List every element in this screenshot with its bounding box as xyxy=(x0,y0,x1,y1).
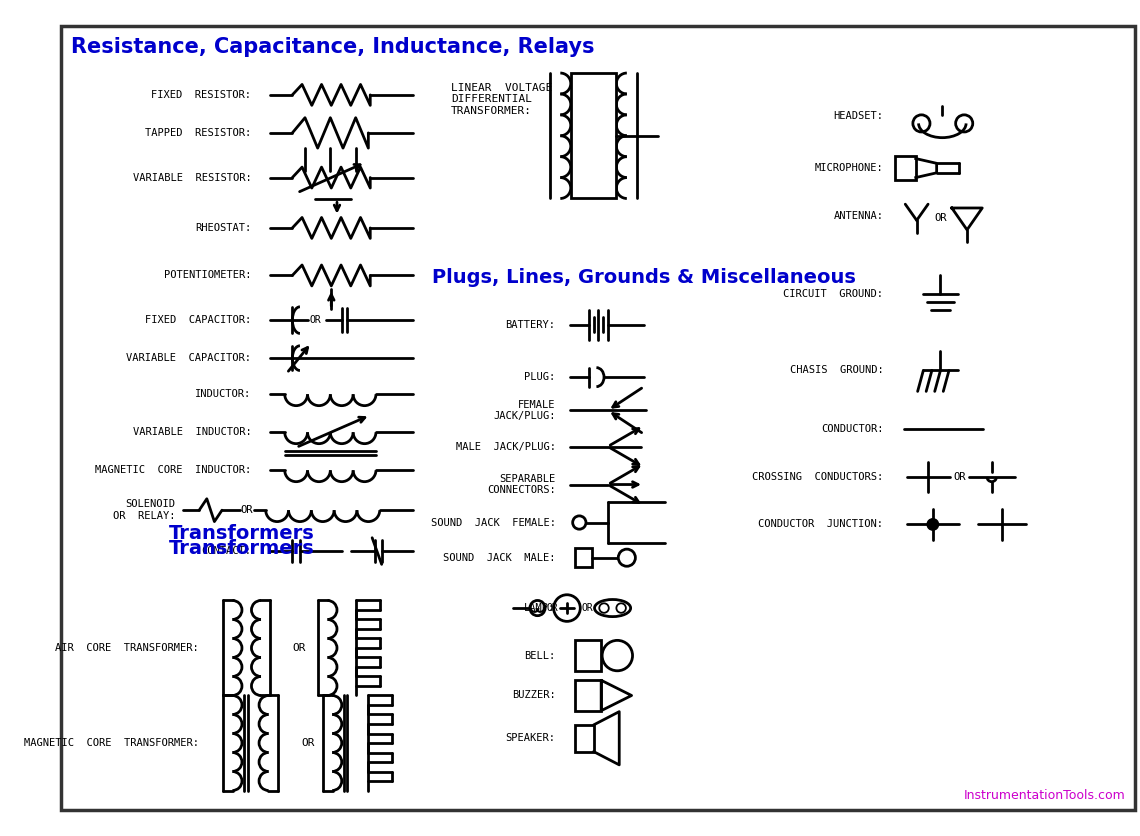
Text: INDUCTOR:: INDUCTOR: xyxy=(195,390,252,400)
Text: MICROPHONE:: MICROPHONE: xyxy=(815,163,884,173)
Text: Plugs, Lines, Grounds & Miscellaneous: Plugs, Lines, Grounds & Miscellaneous xyxy=(432,268,856,287)
Text: BUZZER:: BUZZER: xyxy=(512,691,555,701)
Text: SOUND  JACK  FEMALE:: SOUND JACK FEMALE: xyxy=(431,517,555,528)
Text: MAGNETIC  CORE  INDUCTOR:: MAGNETIC CORE INDUCTOR: xyxy=(96,466,252,476)
Text: OR: OR xyxy=(934,213,946,223)
Text: VARIABLE  RESISTOR:: VARIABLE RESISTOR: xyxy=(132,172,252,182)
Text: HEADSET:: HEADSET: xyxy=(833,111,884,121)
Text: OR: OR xyxy=(302,738,316,748)
Bar xyxy=(895,155,915,181)
Text: CONTACT:: CONTACT: xyxy=(202,546,252,556)
Text: CONDUCTOR  JUNCTION:: CONDUCTOR JUNCTION: xyxy=(758,519,884,529)
Text: BATTERY:: BATTERY: xyxy=(505,320,555,330)
Bar xyxy=(571,73,617,198)
Text: Transformers: Transformers xyxy=(169,538,315,558)
Text: VARIABLE  INDUCTOR:: VARIABLE INDUCTOR: xyxy=(132,427,252,437)
Text: CHASIS  GROUND:: CHASIS GROUND: xyxy=(790,365,884,375)
Text: LINEAR  VOLTAGE
DIFFERENTIAL
TRANSFORMER:: LINEAR VOLTAGE DIFFERENTIAL TRANSFORMER: xyxy=(451,83,552,115)
Text: RHEOSTAT:: RHEOSTAT: xyxy=(195,223,252,233)
Text: InstrumentationTools.com: InstrumentationTools.com xyxy=(964,789,1125,802)
Text: FIXED  RESISTOR:: FIXED RESISTOR: xyxy=(152,90,252,99)
Text: TAPPED  RESISTOR:: TAPPED RESISTOR: xyxy=(145,128,252,138)
Text: SEPARABLE
CONNECTORS:: SEPARABLE CONNECTORS: xyxy=(487,474,555,495)
Text: AIR  CORE  TRANSFORMER:: AIR CORE TRANSFORMER: xyxy=(56,643,200,653)
Bar xyxy=(575,640,601,670)
Text: POTENTIOMETER:: POTENTIOMETER: xyxy=(164,271,252,280)
Text: OR: OR xyxy=(547,603,559,613)
Text: OR: OR xyxy=(581,603,593,613)
Circle shape xyxy=(927,518,938,530)
Text: OR: OR xyxy=(241,505,253,515)
Text: CROSSING  CONDUCTORS:: CROSSING CONDUCTORS: xyxy=(752,472,884,482)
Text: PLUG:: PLUG: xyxy=(524,372,555,382)
Text: CIRCUIT  GROUND:: CIRCUIT GROUND: xyxy=(783,289,884,299)
Text: SOLENOID
OR  RELAY:: SOLENOID OR RELAY: xyxy=(113,499,176,521)
Text: FIXED  CAPACITOR:: FIXED CAPACITOR: xyxy=(145,315,252,325)
Text: BELL:: BELL: xyxy=(524,650,555,660)
Text: VARIABLE  CAPACITOR:: VARIABLE CAPACITOR: xyxy=(127,353,252,363)
Text: CONDUCTOR:: CONDUCTOR: xyxy=(821,425,884,435)
Text: Transformers: Transformers xyxy=(169,524,315,543)
Text: OR: OR xyxy=(953,472,966,482)
Text: MALE  JACK/PLUG:: MALE JACK/PLUG: xyxy=(456,441,555,451)
Bar xyxy=(575,681,601,711)
Text: MAGNETIC  CORE  TRANSFORMER:: MAGNETIC CORE TRANSFORMER: xyxy=(24,738,200,748)
Text: Resistance, Capacitance, Inductance, Relays: Resistance, Capacitance, Inductance, Rel… xyxy=(71,38,594,58)
Text: FEMALE
JACK/PLUG:: FEMALE JACK/PLUG: xyxy=(494,400,555,421)
Text: ANTENNA:: ANTENNA: xyxy=(833,211,884,221)
Text: OR: OR xyxy=(309,315,321,325)
Bar xyxy=(575,548,592,567)
Text: LAMP:: LAMP: xyxy=(524,603,555,613)
Text: SOUND  JACK  MALE:: SOUND JACK MALE: xyxy=(443,553,555,563)
Text: SPEAKER:: SPEAKER: xyxy=(505,733,555,743)
Text: OR: OR xyxy=(292,643,306,653)
Bar xyxy=(575,725,594,752)
